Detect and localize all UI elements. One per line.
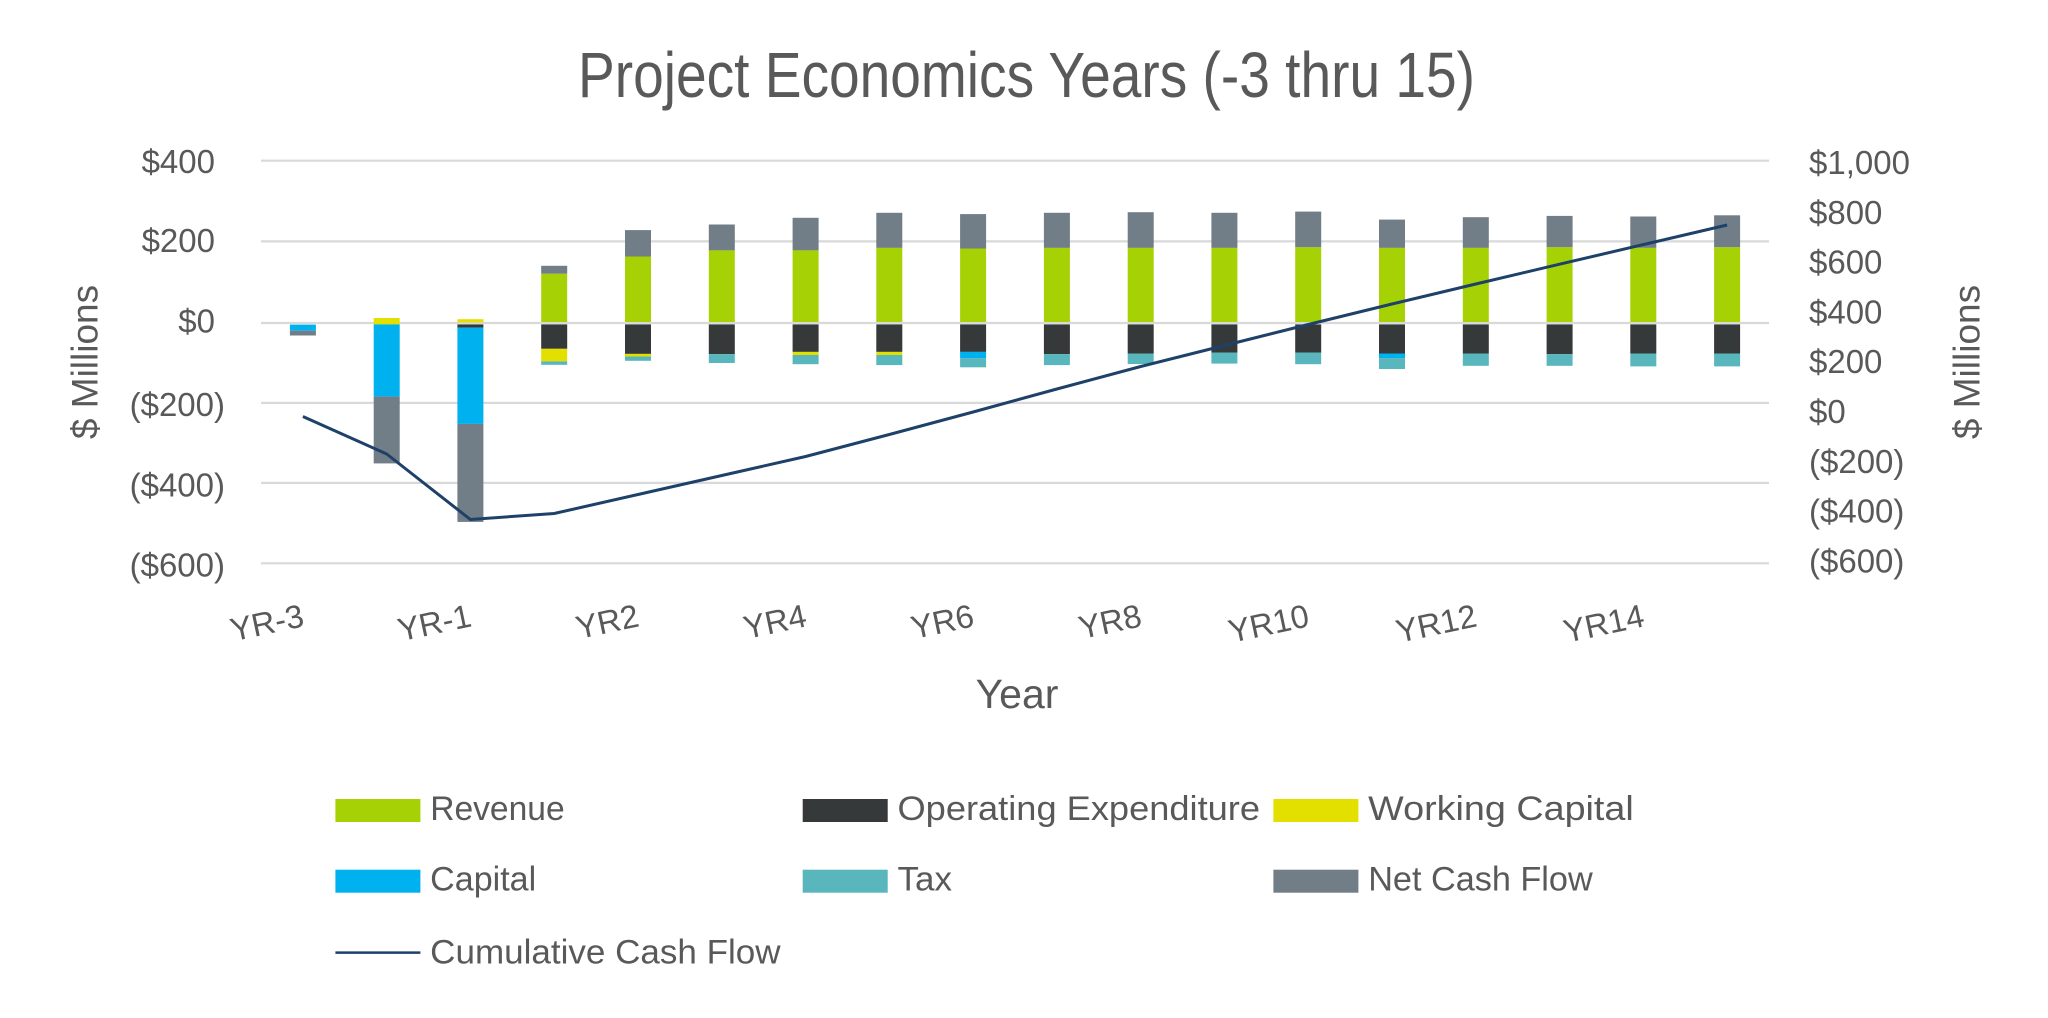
svg-text:Project Economics Years (-3 th: Project Economics Years (-3 thru 15) [578, 39, 1475, 111]
svg-text:Net Cash Flow: Net Cash Flow [1368, 861, 1593, 899]
svg-text:Capital: Capital [430, 861, 536, 899]
svg-text:$600: $600 [1809, 244, 1882, 281]
svg-text:Tax: Tax [898, 861, 953, 899]
svg-text:$0: $0 [1809, 393, 1846, 430]
svg-text:($600): ($600) [1809, 542, 1904, 579]
svg-text:Operating Expenditure: Operating Expenditure [898, 790, 1261, 828]
svg-text:$200: $200 [142, 222, 215, 259]
svg-text:$0: $0 [178, 303, 215, 340]
svg-text:($400): ($400) [1809, 493, 1904, 530]
svg-text:$1,000: $1,000 [1809, 144, 1910, 181]
svg-text:($200): ($200) [130, 386, 225, 423]
svg-text:($600): ($600) [130, 546, 225, 583]
svg-text:Revenue: Revenue [430, 790, 565, 828]
svg-text:Year: Year [976, 671, 1059, 717]
svg-text:Cumulative Cash Flow: Cumulative Cash Flow [430, 934, 781, 972]
svg-text:Working Capital: Working Capital [1368, 790, 1634, 828]
svg-text:$200: $200 [1809, 343, 1882, 380]
svg-text:($200): ($200) [1809, 443, 1904, 480]
svg-text:$800: $800 [1809, 194, 1882, 231]
svg-text:$400: $400 [1809, 293, 1882, 330]
svg-text:($400): ($400) [130, 467, 225, 504]
svg-text:$ Millions: $ Millions [65, 285, 106, 439]
svg-text:$400: $400 [142, 143, 215, 180]
svg-text:$ Millions: $ Millions [1947, 285, 1988, 439]
